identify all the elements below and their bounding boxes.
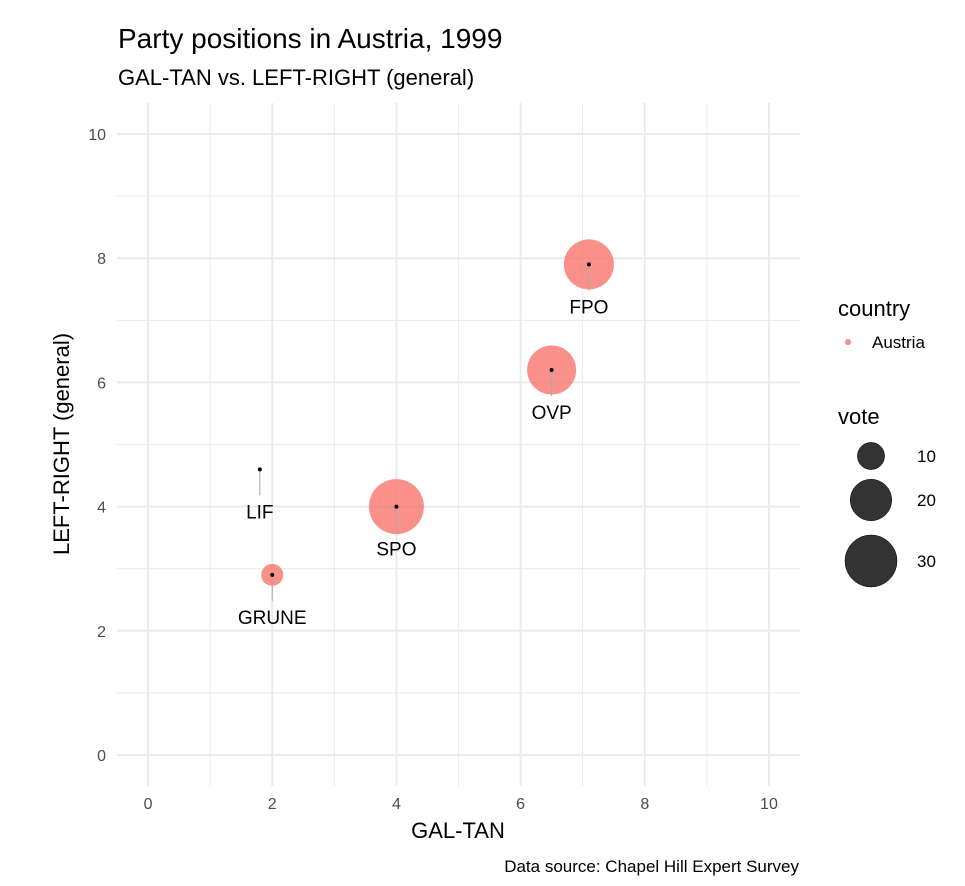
point-marker — [586, 262, 591, 267]
legend-size-key — [857, 442, 885, 470]
point-marker — [549, 367, 554, 372]
point-marker — [257, 467, 262, 472]
x-tick-label: 2 — [268, 796, 277, 813]
point-label-ovp: OVP — [532, 403, 572, 424]
x-tick-label: 6 — [516, 796, 525, 813]
legend-color-label: Austria — [872, 333, 925, 352]
point-marker — [394, 504, 399, 509]
x-axis-ticks: 0 2 4 6 8 10 — [144, 796, 778, 813]
x-tick-label: 4 — [392, 796, 401, 813]
x-axis-label: GAL-TAN — [411, 818, 505, 843]
point-label-fpo: FPO — [569, 297, 608, 318]
chart-title: Party positions in Austria, 1999 — [118, 23, 502, 54]
x-tick-label: 10 — [760, 796, 778, 813]
chart-subtitle: GAL-TAN vs. LEFT-RIGHT (general) — [118, 65, 474, 90]
legend-size-key — [844, 534, 898, 588]
y-tick-label: 0 — [97, 748, 106, 765]
legend-color-key — [845, 339, 851, 345]
x-tick-label: 8 — [640, 796, 649, 813]
y-tick-label: 4 — [97, 500, 106, 517]
y-axis-label: LEFT-RIGHT (general) — [49, 333, 74, 555]
point-label-lif: LIF — [246, 502, 273, 523]
grid — [117, 103, 800, 786]
legend: country Austria vote 10 20 30 — [838, 296, 936, 588]
y-tick-label: 6 — [97, 375, 106, 392]
caption: Data source: Chapel Hill Expert Survey — [504, 857, 799, 876]
legend-size-label: 20 — [917, 491, 936, 510]
point-marker — [270, 572, 275, 577]
point-label-grune: GRUNE — [238, 608, 307, 629]
y-axis-ticks: 0 2 4 6 8 10 — [88, 127, 106, 765]
legend-size-label: 10 — [917, 447, 936, 466]
legend-size-label: 30 — [917, 552, 936, 571]
y-tick-label: 8 — [97, 251, 106, 268]
y-tick-label: 2 — [97, 624, 106, 641]
point-label-spo: SPO — [376, 540, 416, 561]
data-points: FPO OVP SPO LIF GRUNE — [238, 239, 614, 629]
x-tick-label: 0 — [144, 796, 153, 813]
legend-size-key — [849, 478, 893, 522]
legend-color-title: country — [838, 296, 910, 321]
legend-size-title: vote — [838, 404, 880, 429]
y-tick-label: 10 — [88, 127, 106, 144]
